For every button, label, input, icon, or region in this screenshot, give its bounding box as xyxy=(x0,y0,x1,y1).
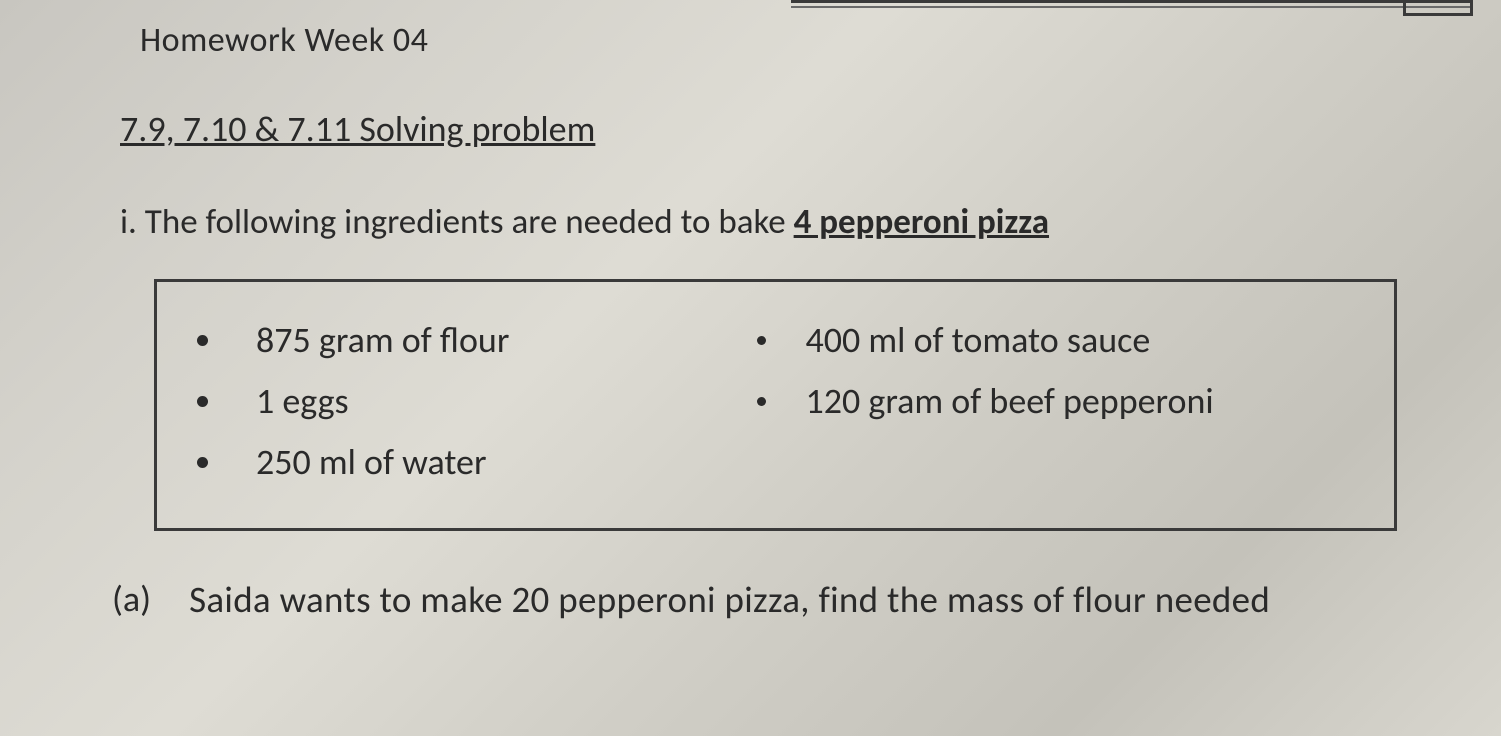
ingredients-left-column: 875 gram of flour 1 eggs 250 ml of water xyxy=(197,310,717,494)
ingredient-text: 1 eggs xyxy=(256,371,349,432)
bullet-icon xyxy=(197,335,208,346)
bullet-icon xyxy=(197,457,208,468)
section-title: 7.9, 7.10 & 7.11 Solving problem xyxy=(120,107,1411,151)
list-item: 120 gram of beef pepperoni xyxy=(757,371,1354,432)
list-item: 400 ml of tomato sauce xyxy=(757,310,1354,371)
question-text: Saida wants to make 20 pepperoni pizza, … xyxy=(189,577,1270,622)
intro-emphasis: 4 pepperoni pizza xyxy=(794,201,1049,243)
ingredient-text: 400 ml of tomato sauce xyxy=(806,310,1151,371)
problem-intro: i. The following ingredients are needed … xyxy=(120,201,1411,243)
ingredients-box: 875 gram of flour 1 eggs 250 ml of water xyxy=(154,279,1397,531)
ingredient-text: 250 ml of water xyxy=(256,432,487,493)
bullet-icon xyxy=(197,396,208,407)
list-item: 875 gram of flour xyxy=(197,310,717,371)
question-label: (a) xyxy=(112,577,151,622)
bullet-icon xyxy=(757,397,766,406)
bullet-icon xyxy=(757,336,766,345)
ingredients-right-column: 400 ml of tomato sauce 120 gram of beef … xyxy=(757,310,1354,494)
ingredient-text: 120 gram of beef pepperoni xyxy=(806,371,1214,432)
ingredient-text: 875 gram of flour xyxy=(256,310,509,371)
homework-title: Homework Week 04 xyxy=(140,20,1411,61)
intro-prefix: i. The following ingredients are needed … xyxy=(120,201,794,243)
question-row: (a) Saida wants to make 20 pepperoni piz… xyxy=(112,577,1411,622)
worksheet-page: Homework Week 04 7.9, 7.10 & 7.11 Solvin… xyxy=(0,0,1501,736)
list-item: 250 ml of water xyxy=(197,432,717,493)
list-item: 1 eggs xyxy=(197,371,717,432)
